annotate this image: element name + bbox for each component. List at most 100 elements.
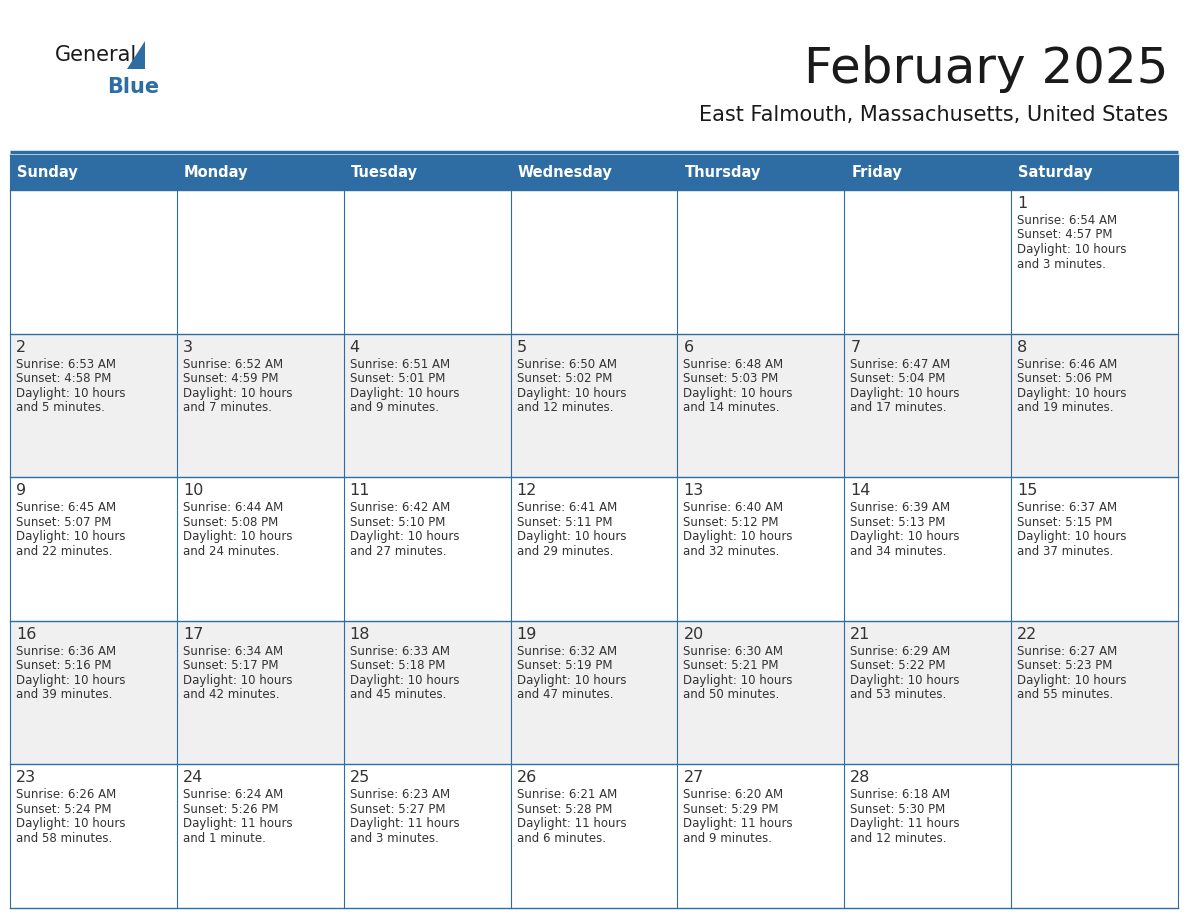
Bar [511,621,677,765]
Text: Sunset: 5:26 PM: Sunset: 5:26 PM [183,803,278,816]
Text: Daylight: 11 hours: Daylight: 11 hours [683,817,794,831]
Text: and 37 minutes.: and 37 minutes. [1017,544,1113,558]
Bar [845,477,1011,621]
Text: 4: 4 [349,340,360,354]
Text: Saturday: Saturday [1018,165,1093,180]
Text: and 45 minutes.: and 45 minutes. [349,688,446,701]
Text: 9: 9 [15,483,26,498]
Text: Sunday: Sunday [17,165,77,180]
Bar [177,621,343,765]
Text: Friday: Friday [852,165,902,180]
Text: 13: 13 [683,483,703,498]
Text: and 5 minutes.: and 5 minutes. [15,401,105,414]
Text: Sunrise: 6:53 AM: Sunrise: 6:53 AM [15,358,116,371]
Text: February 2025: February 2025 [803,45,1168,93]
Text: and 19 minutes.: and 19 minutes. [1017,401,1113,414]
Text: and 42 minutes.: and 42 minutes. [183,688,279,701]
Text: 25: 25 [349,770,369,786]
Bar [845,155,1011,190]
Text: Sunset: 5:22 PM: Sunset: 5:22 PM [851,659,946,672]
Text: and 53 minutes.: and 53 minutes. [851,688,947,701]
Text: Daylight: 10 hours: Daylight: 10 hours [15,386,126,399]
Bar [1011,477,1178,621]
Bar [845,765,1011,908]
Text: 8: 8 [1017,340,1028,354]
Text: Sunset: 5:29 PM: Sunset: 5:29 PM [683,803,779,816]
Text: Daylight: 10 hours: Daylight: 10 hours [1017,531,1126,543]
Text: Sunrise: 6:37 AM: Sunrise: 6:37 AM [1017,501,1117,514]
Text: Sunrise: 6:29 AM: Sunrise: 6:29 AM [851,644,950,658]
Text: 20: 20 [683,627,703,642]
Text: and 58 minutes.: and 58 minutes. [15,832,112,845]
Text: and 22 minutes.: and 22 minutes. [15,544,113,558]
Text: Daylight: 10 hours: Daylight: 10 hours [683,674,792,687]
Text: and 27 minutes.: and 27 minutes. [349,544,447,558]
Text: Sunset: 5:24 PM: Sunset: 5:24 PM [15,803,112,816]
Text: Daylight: 10 hours: Daylight: 10 hours [851,531,960,543]
Text: Daylight: 10 hours: Daylight: 10 hours [15,817,126,831]
Text: 7: 7 [851,340,860,354]
Text: Sunrise: 6:30 AM: Sunrise: 6:30 AM [683,644,783,658]
Text: Daylight: 11 hours: Daylight: 11 hours [851,817,960,831]
Text: Sunset: 5:15 PM: Sunset: 5:15 PM [1017,516,1112,529]
Text: Sunrise: 6:54 AM: Sunrise: 6:54 AM [1017,214,1117,227]
Text: Sunset: 5:10 PM: Sunset: 5:10 PM [349,516,446,529]
Text: Sunset: 5:11 PM: Sunset: 5:11 PM [517,516,612,529]
Text: Sunrise: 6:18 AM: Sunrise: 6:18 AM [851,789,950,801]
Bar [10,333,177,477]
Text: Sunset: 5:01 PM: Sunset: 5:01 PM [349,372,446,385]
Text: Sunset: 4:58 PM: Sunset: 4:58 PM [15,372,112,385]
Bar [177,477,343,621]
Text: Sunrise: 6:50 AM: Sunrise: 6:50 AM [517,358,617,371]
Bar [343,477,511,621]
Text: Daylight: 10 hours: Daylight: 10 hours [851,386,960,399]
Text: 10: 10 [183,483,203,498]
Text: Daylight: 10 hours: Daylight: 10 hours [1017,386,1126,399]
Text: Tuesday: Tuesday [350,165,418,180]
Text: Sunset: 5:08 PM: Sunset: 5:08 PM [183,516,278,529]
Text: and 9 minutes.: and 9 minutes. [683,832,772,845]
Text: Sunset: 5:28 PM: Sunset: 5:28 PM [517,803,612,816]
Text: and 12 minutes.: and 12 minutes. [851,832,947,845]
Text: Daylight: 10 hours: Daylight: 10 hours [851,674,960,687]
Text: Sunset: 5:07 PM: Sunset: 5:07 PM [15,516,112,529]
Text: Daylight: 10 hours: Daylight: 10 hours [349,386,460,399]
Text: Sunset: 5:04 PM: Sunset: 5:04 PM [851,372,946,385]
Text: 22: 22 [1017,627,1037,642]
Text: Sunset: 5:23 PM: Sunset: 5:23 PM [1017,659,1112,672]
Text: and 32 minutes.: and 32 minutes. [683,544,779,558]
Text: Sunrise: 6:24 AM: Sunrise: 6:24 AM [183,789,283,801]
Text: and 24 minutes.: and 24 minutes. [183,544,279,558]
Bar [177,190,343,333]
Text: Sunrise: 6:32 AM: Sunrise: 6:32 AM [517,644,617,658]
Text: 3: 3 [183,340,192,354]
Text: Daylight: 10 hours: Daylight: 10 hours [1017,674,1126,687]
Text: Sunrise: 6:46 AM: Sunrise: 6:46 AM [1017,358,1118,371]
Text: Sunrise: 6:23 AM: Sunrise: 6:23 AM [349,789,450,801]
Text: Daylight: 10 hours: Daylight: 10 hours [517,531,626,543]
Text: 5: 5 [517,340,526,354]
Bar [1011,155,1178,190]
Bar [677,190,845,333]
Text: Daylight: 10 hours: Daylight: 10 hours [517,386,626,399]
Bar [343,155,511,190]
Text: Sunset: 4:59 PM: Sunset: 4:59 PM [183,372,278,385]
Bar [343,333,511,477]
Text: Daylight: 10 hours: Daylight: 10 hours [183,386,292,399]
Bar [177,765,343,908]
Text: and 34 minutes.: and 34 minutes. [851,544,947,558]
Bar [1011,333,1178,477]
Text: and 50 minutes.: and 50 minutes. [683,688,779,701]
Bar [845,333,1011,477]
Text: Daylight: 10 hours: Daylight: 10 hours [1017,243,1126,256]
Text: Daylight: 11 hours: Daylight: 11 hours [183,817,292,831]
Text: 1: 1 [1017,196,1028,211]
Text: Sunrise: 6:48 AM: Sunrise: 6:48 AM [683,358,784,371]
Text: Sunset: 5:19 PM: Sunset: 5:19 PM [517,659,612,672]
Text: Daylight: 10 hours: Daylight: 10 hours [183,674,292,687]
Bar [845,190,1011,333]
Text: and 14 minutes.: and 14 minutes. [683,401,781,414]
Text: and 47 minutes.: and 47 minutes. [517,688,613,701]
Bar [1011,765,1178,908]
Text: Sunrise: 6:39 AM: Sunrise: 6:39 AM [851,501,950,514]
